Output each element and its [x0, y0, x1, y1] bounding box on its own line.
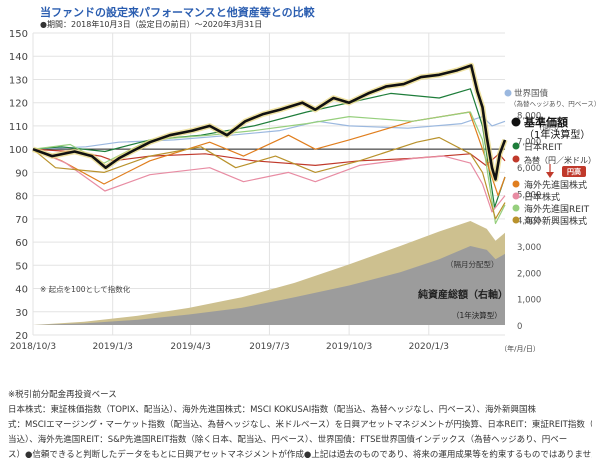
- footnote-line: 当込）、海外先進国REIT：S&P先進国REIT指数（除く日本、配当込、円ベース…: [8, 435, 568, 445]
- x-axis: 2018/10/3 2019/1/3 2019/4/3 2019/7/3 2019/10…: [10, 342, 540, 353]
- y-tick-label: 40: [15, 285, 28, 296]
- footnote-line: 日本株式：東証株価指数（TOPIX、配当込）、海外先進国株式：MSCI KOKU…: [8, 405, 537, 415]
- net-assets-areas: [33, 221, 505, 325]
- legend-marker-fx: [512, 155, 520, 163]
- legend-nav-title: 基準価額: [523, 115, 568, 129]
- y-right-tick-label: 2,000: [517, 269, 541, 279]
- legend-jreit: 日本REIT: [524, 141, 563, 153]
- legend-marker-foreign_dev: [512, 180, 520, 188]
- y-right-tick-label: 3,000: [517, 243, 541, 253]
- x-tick-label: 2018/10/3: [10, 342, 56, 352]
- series-jp_stock: [32, 148, 506, 213]
- area-net_assets_annual: [33, 246, 505, 325]
- legend-foreign-reit: 海外先進国REIT: [524, 203, 590, 215]
- x-tick-label: 2019/10/3: [326, 342, 372, 352]
- series-fx: [32, 148, 506, 166]
- footnote-line: ※税引前分配金再投資ベース: [8, 390, 117, 400]
- legend-nav-sub: （1年決算型）: [524, 128, 590, 141]
- legend-marker-foreign_reit: [512, 204, 520, 212]
- performance-chart: 20 30 40 50 60 70 80 90 100 110 120 130 140 150 8,000…: [9, 29, 600, 353]
- legend-yen-high: 円高: [567, 167, 581, 176]
- y-tick-label: 100: [9, 145, 28, 156]
- y-right-tick-label: 7,000: [517, 138, 541, 148]
- legend-marker-jp_stock: [512, 192, 520, 200]
- legend-em-stock: 海外新興国株式: [524, 215, 587, 227]
- label-annual: （1年決算型）: [452, 310, 502, 320]
- y-tick-label: 60: [15, 238, 28, 249]
- y-right-tick-label: 0: [517, 322, 522, 332]
- y-tick-label: 20: [15, 331, 28, 342]
- series-foreign_dev: [32, 111, 506, 197]
- y-axis-right: 8,000 7,000 6,000 5,000 4,000 3,000 2,000 1,000…: [517, 111, 563, 332]
- footnote-line: ス）●信頼できると判断したデータをもとに日興アセットマネジメントが作成●上記は過…: [8, 450, 592, 460]
- series-jreit: [32, 88, 506, 208]
- x-tick-label: 2019/1/3: [92, 342, 132, 352]
- legend: 世界国債 （為替ヘッジあり、円ベース） 基準価額 （1年決算型） 日本REIT …: [504, 88, 600, 227]
- x-tick-label: 2020/1/3: [409, 342, 449, 352]
- legend-world-bond-note: （為替ヘッジあり、円ベース）: [510, 99, 600, 108]
- y-right-tick-label: 8,000: [517, 111, 541, 121]
- y-right-tick-label: 5,000: [517, 190, 541, 200]
- legend-marker-jreit: [512, 142, 520, 150]
- x-tick-label: 2019/4/3: [170, 342, 210, 352]
- annotation-index: ※ 起点を100として指数化: [40, 284, 131, 294]
- y-tick-label: 150: [9, 29, 28, 40]
- y-tick-label: 120: [9, 99, 28, 110]
- y-right-tick-label: 4,000: [517, 217, 541, 227]
- chart-title: 当ファンドの設定来パフォーマンスと他資産等との比較: [40, 6, 315, 19]
- legend-marker-world_bond: [504, 89, 512, 97]
- legend-fx: 為替（円／米ドル）: [524, 155, 596, 165]
- y-axis-left: 20 30 40 50 60 70 80 90 100 110 120 130 140 150: [9, 29, 28, 342]
- legend-world-bond: 世界国債: [514, 88, 549, 99]
- series-lines: [32, 62, 508, 225]
- yen-high-arrow-head: [546, 172, 554, 178]
- legend-jp-stock: 日本株式: [524, 191, 560, 203]
- legend-marker-em_stock: [512, 216, 520, 224]
- y-tick-label: 70: [15, 215, 28, 226]
- chart-period: ●期間：2018年10月3日（設定日の前日）～2020年3月31日: [40, 20, 263, 29]
- y-right-tick-label: 6,000: [517, 164, 541, 174]
- y-tick-label: 80: [15, 192, 28, 203]
- x-tick-label: 2019/7/3: [249, 342, 289, 352]
- label-net-assets: 純資産総額（右軸）: [418, 288, 508, 301]
- footnote-line: 式：MSCIエマージング・マーケット指数（配当込、為替ヘッジなし、米ドルベース）…: [8, 420, 592, 430]
- y-tick-label: 90: [15, 168, 28, 179]
- series-nav: [32, 64, 507, 181]
- x-axis-unit: （年/月/日）: [500, 344, 540, 353]
- footnotes: ※税引前分配金再投資ベース 日本株式：東証株価指数（TOPIX、配当込）、海外先…: [8, 388, 592, 463]
- y-tick-label: 30: [15, 308, 28, 319]
- legend-foreign-dev: 海外先進国株式: [524, 179, 587, 191]
- y-tick-label: 130: [9, 75, 28, 86]
- y-tick-label: 110: [9, 122, 28, 133]
- y-right-unit: （億円）: [535, 122, 563, 131]
- label-dividend: （隔月分配型）: [446, 260, 499, 269]
- legend-marker-nav: [511, 117, 521, 127]
- series-em_stock: [32, 136, 506, 220]
- y-tick-label: 140: [9, 52, 28, 63]
- yen-high-badge: [562, 166, 586, 177]
- y-right-tick-label: 1,000: [517, 296, 541, 306]
- y-tick-label: 50: [15, 261, 28, 272]
